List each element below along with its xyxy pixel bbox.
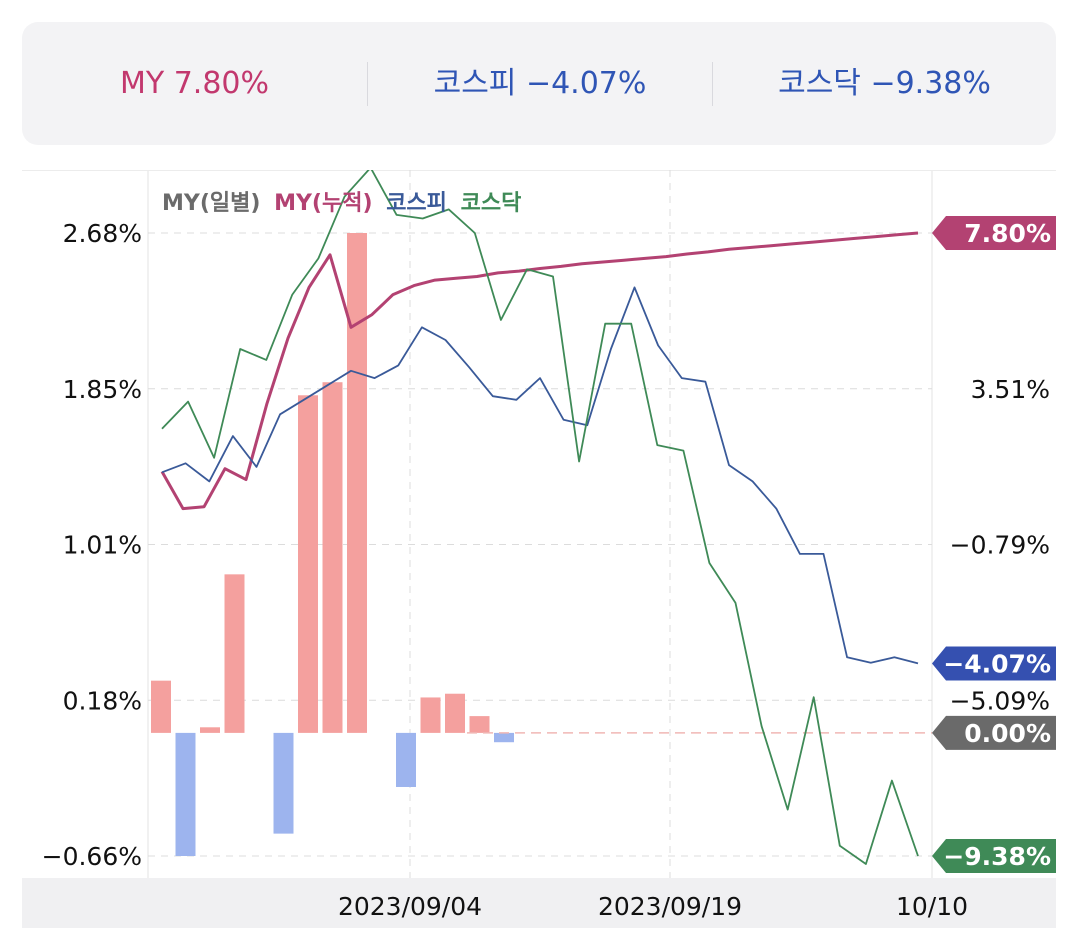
summary-divider — [712, 62, 713, 106]
right-axis-tick-label: −5.09% — [950, 686, 1050, 715]
my-return-summary[interactable]: MY 7.80% — [119, 66, 270, 101]
daily-return-bar[interactable] — [347, 233, 367, 733]
end-value-label: 7.80% — [964, 219, 1051, 248]
daily-return-bar[interactable] — [420, 697, 441, 733]
daily-return-bar[interactable] — [175, 732, 196, 856]
return-chart: MY(일별) MY(누적) 코스피 코스닥 2.68% 1.85% 1.01% 0.1… — [22, 166, 1056, 928]
kosdaq-return-summary[interactable]: 코스닥 −9.38% — [778, 66, 991, 101]
daily-return-bar[interactable] — [298, 395, 318, 733]
left-axis-tick-label: 1.01% — [63, 531, 142, 560]
legend-my-cumulative[interactable]: MY(누적) — [274, 191, 372, 216]
end-value-label: −4.07% — [943, 649, 1051, 678]
daily-return-bar[interactable] — [469, 716, 490, 733]
x-axis-tick-label: 10/10 — [896, 892, 968, 921]
end-value-tag — [932, 839, 1056, 873]
return-summary-card: MY 7.80% 코스피 −4.07% 코스닥 −9.38% — [22, 22, 1056, 145]
x-axis-tick-label: 2023/09/19 — [598, 892, 742, 921]
x-axis-tick-label: 2023/09/04 — [338, 892, 482, 921]
left-axis-tick-label: 1.85% — [63, 375, 142, 404]
kosdaq-line[interactable] — [161, 166, 919, 865]
daily-return-bar[interactable] — [224, 574, 245, 733]
kospi-line[interactable] — [161, 286, 919, 665]
return-chart-svg: MY(일별) MY(누적) 코스피 코스닥 2.68% 1.85% 1.01% 0.1… — [22, 166, 1056, 928]
summary-divider — [367, 62, 368, 106]
kospi-return-summary[interactable]: 코스피 −4.07% — [433, 66, 647, 101]
left-axis-tick-label: −0.66% — [42, 842, 142, 871]
end-value-label: 0.00% — [964, 719, 1051, 748]
end-value-tag — [932, 216, 1056, 250]
daily-return-bar[interactable] — [151, 680, 171, 733]
daily-return-bar[interactable] — [200, 727, 220, 733]
right-axis-tick-label: 3.51% — [971, 375, 1050, 404]
left-axis-tick-label: 0.18% — [63, 686, 142, 715]
right-axis-tick-label: −0.79% — [950, 531, 1050, 560]
chart-legend: MY(일별) MY(누적) 코스피 코스닥 — [162, 191, 521, 216]
legend-my-daily[interactable]: MY(일별) — [162, 191, 260, 216]
legend-kospi[interactable]: 코스피 — [386, 191, 447, 216]
daily-return-bar[interactable] — [322, 382, 343, 733]
end-value-tag — [932, 646, 1056, 681]
legend-kosdaq[interactable]: 코스닥 — [461, 191, 522, 216]
daily-return-bar[interactable] — [445, 693, 465, 733]
left-axis-tick-label: 2.68% — [63, 219, 142, 248]
end-value-label: −9.38% — [943, 842, 1051, 871]
daily-return-bar[interactable] — [273, 732, 294, 834]
daily-return-bar[interactable] — [494, 732, 514, 743]
end-value-tag — [932, 715, 1056, 750]
my-cumulative-line[interactable] — [160, 231, 919, 511]
x-axis-band — [22, 878, 1056, 928]
daily-return-bar[interactable] — [396, 732, 416, 787]
